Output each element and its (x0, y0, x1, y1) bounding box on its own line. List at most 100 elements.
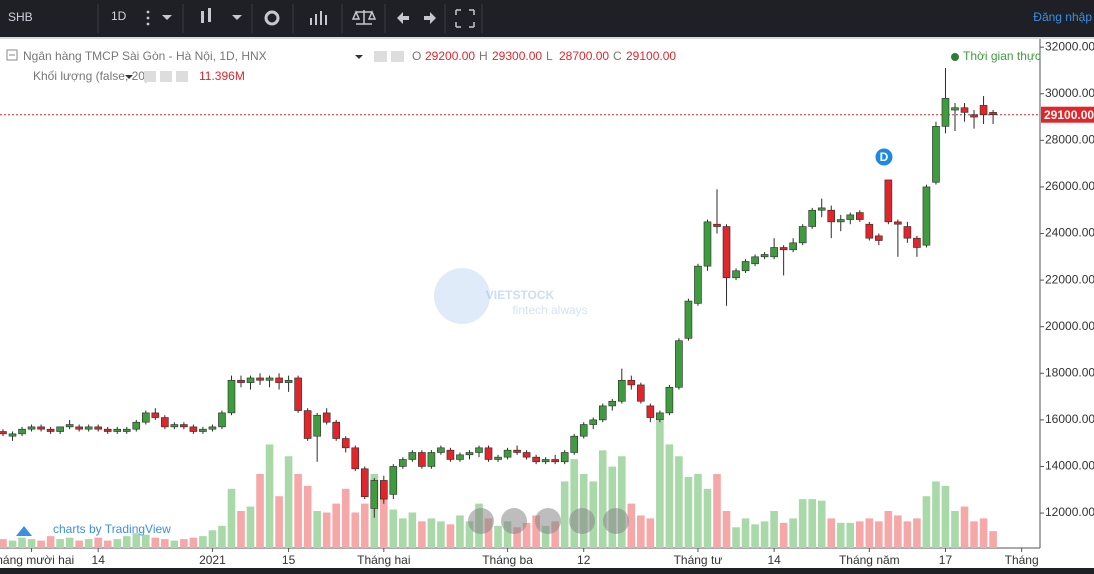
volume-bar (465, 521, 474, 548)
volume-bar (265, 444, 274, 548)
volume-bar (513, 527, 521, 548)
candle-body (684, 300, 693, 339)
candle-body (903, 226, 912, 239)
watermark: VIETSTOCK (486, 288, 555, 302)
candle-body (741, 261, 750, 272)
candle-body (46, 428, 55, 432)
candle-body (161, 417, 169, 428)
candle-body (960, 107, 969, 113)
candle-body (722, 226, 731, 279)
volume-bar (941, 485, 950, 548)
candle-body (84, 426, 93, 430)
pager[interactable] (468, 508, 629, 534)
volume-bar (65, 537, 74, 548)
candle-body (703, 221, 712, 267)
volume-bar (427, 518, 436, 548)
candle-body (694, 265, 702, 304)
title-menu[interactable] (355, 55, 363, 59)
candle-body (732, 270, 740, 279)
volume-bar (113, 539, 122, 548)
y-tick-label: 16000.00 (1045, 412, 1094, 426)
candle-body (979, 105, 988, 116)
candle-body (884, 179, 893, 223)
hide-button[interactable] (391, 51, 404, 62)
volume-bar (360, 503, 369, 548)
status: Thời gian thực (963, 49, 1041, 63)
branding[interactable]: charts by TradingView (53, 522, 171, 536)
status-dot (951, 53, 959, 61)
volume-remove[interactable] (176, 71, 188, 82)
event-marker-label: D (880, 150, 889, 164)
volume-bar (75, 540, 83, 548)
volume-bar (142, 534, 150, 548)
ohlc-key: C (613, 49, 622, 63)
ohlc-key: H (479, 49, 488, 63)
ohlc-legend: O 29200.00 H 29300.00 L 28700.00 C 29100.00 (412, 49, 676, 63)
candle-body (237, 379, 245, 383)
candle-body (913, 237, 921, 248)
volume-bar (932, 481, 940, 548)
ohlc-key: O (412, 49, 421, 63)
event-marker[interactable] (875, 148, 893, 166)
x-tick-label: 17 (939, 553, 953, 567)
x-tick-label: Tháng tư (674, 553, 723, 567)
collapse-toggle[interactable] (6, 49, 18, 61)
volume-bar (808, 499, 816, 548)
volume-title: Khối lượng (false, 20) (33, 69, 149, 83)
volume-bar (122, 536, 131, 548)
volume-bar (103, 540, 112, 548)
volume-settings[interactable] (144, 71, 156, 82)
volume-bar (817, 500, 826, 548)
candle-body (284, 379, 293, 383)
volume-bar (637, 515, 645, 548)
candle-body (503, 449, 512, 458)
ohlc-value: 29200.00 (425, 49, 475, 63)
volume-bar (913, 518, 921, 548)
candle-body (180, 424, 188, 428)
volume-bar (46, 536, 55, 548)
candle-body (865, 223, 874, 239)
candle-body (713, 223, 721, 227)
toolbar-icons[interactable] (146, 8, 475, 28)
symbol[interactable]: SHB (8, 10, 33, 24)
volume-bar (827, 518, 836, 548)
candle-body (675, 340, 683, 388)
volume-bar (256, 474, 264, 548)
volume-bar (684, 476, 693, 548)
candle-body (513, 449, 521, 453)
candle-body (760, 254, 769, 258)
candle-body (656, 412, 664, 421)
x-tick-label: Tháng mười hai (0, 553, 74, 567)
candle-body (855, 212, 864, 220)
x-tick-label: Tháng hai (357, 553, 410, 567)
toolbar-border (0, 37, 1094, 39)
x-tick-label: 14 (767, 553, 781, 567)
candle-body (541, 459, 550, 463)
plot: Tháng mười hai 14 2021 15 Tháng hai Tháng ba 1… (0, 39, 1094, 568)
volume-bar (665, 444, 674, 548)
candle-body (589, 419, 598, 425)
volume-hide[interactable] (160, 71, 172, 82)
volume-bar (894, 515, 902, 548)
volume-bar (951, 511, 959, 548)
volume-bar (170, 540, 179, 548)
x-tick-label: 2021 (199, 553, 226, 567)
volume-bar (8, 540, 17, 548)
volume-bar (294, 474, 302, 548)
volume-bar (960, 506, 969, 548)
volume-bar (180, 539, 188, 548)
volume-bar (751, 524, 759, 548)
chart-title: Ngân hàng TMCP Sài Gòn - Hà Nội, 1D, HNX (23, 49, 267, 63)
interval[interactable]: 1D (111, 9, 127, 23)
x-axis-right-bg (1041, 549, 1094, 568)
volume-menu[interactable] (125, 75, 133, 79)
candle-body (18, 428, 26, 435)
volume-bar (313, 511, 321, 548)
candle-body (817, 207, 826, 211)
settings-button[interactable] (374, 51, 387, 62)
login-link[interactable]: Đăng nhập (1033, 10, 1092, 24)
candle-body (379, 480, 388, 500)
volume-bar (27, 539, 36, 548)
volume-bar (408, 512, 417, 548)
